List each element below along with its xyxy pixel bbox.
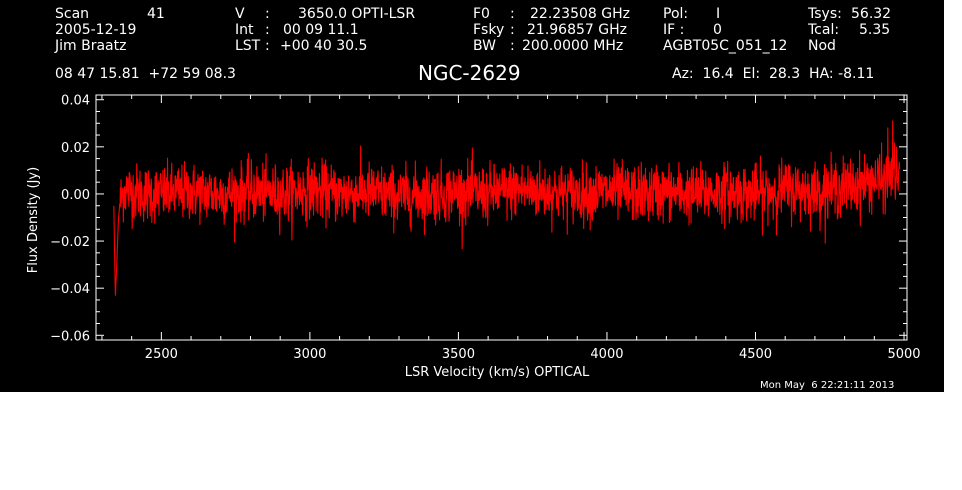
x-tick-label: 4500 <box>739 347 772 362</box>
spectrum-chart: Flux Density (Jy) LSR Velocity (km/s) OP… <box>26 94 921 380</box>
observer-name: Jim Braatz <box>55 38 127 54</box>
scan-value: 41 <box>147 6 165 22</box>
x-tick-label: 4000 <box>590 347 623 362</box>
y-tick-label: −0.06 <box>50 329 90 344</box>
tsys-label: Tsys: <box>808 6 842 22</box>
colon-separator: : <box>510 38 515 54</box>
int-value: 00 09 11.1 <box>283 22 359 38</box>
velocity-value: 3650.0 OPTI-LSR <box>298 6 416 22</box>
colon-separator: : <box>265 38 270 54</box>
y-tick-label: 0.02 <box>61 141 90 156</box>
project-id: AGBT05C_051_12 <box>663 38 788 54</box>
pointing-info: Az: 16.4 El: 28.3 HA: -8.11 <box>672 66 875 82</box>
source-coordinates: 08 47 15.81 +72 59 08.3 <box>55 66 236 82</box>
bw-value: 200.0000 MHz <box>522 38 624 54</box>
f0-label: F0 <box>473 6 490 22</box>
x-axis-label: LSR Velocity (km/s) OPTICAL <box>405 365 590 380</box>
tcal-value: 5.35 <box>859 22 891 38</box>
y-tick-label: −0.02 <box>50 235 90 250</box>
y-tick-label: 0.00 <box>61 188 90 203</box>
colon-separator: : <box>265 22 270 38</box>
x-tick-label: 3500 <box>442 347 475 362</box>
scan-label: Scan <box>55 6 90 22</box>
x-tick-label: 3000 <box>293 347 326 362</box>
lst-label: LST <box>235 38 261 54</box>
colon-separator: : <box>510 6 515 22</box>
spectrum-line <box>113 120 901 296</box>
x-tick-label: 2500 <box>145 347 178 362</box>
pol-label: Pol: <box>663 6 689 22</box>
colon-separator: : <box>265 6 270 22</box>
if-value: 0 <box>713 22 722 38</box>
obs-date: 2005-12-19 <box>55 22 137 38</box>
if-label: IF : <box>663 22 685 38</box>
fsky-label: Fsky <box>473 22 505 38</box>
obs-mode: Nod <box>808 38 836 54</box>
y-axis-label: Flux Density (Jy) <box>26 167 41 273</box>
timestamp: Mon May 6 22:21:11 2013 <box>760 380 895 391</box>
y-tick-label: −0.04 <box>50 282 90 297</box>
source-name: NGC-2629 <box>418 61 521 85</box>
int-label: Int <box>235 22 254 38</box>
lst-value: +00 40 30.5 <box>280 38 368 54</box>
velocity-label: V <box>235 6 245 22</box>
plot-frame <box>95 94 908 341</box>
tsys-value: 56.32 <box>851 6 892 22</box>
colon-separator: : <box>510 22 515 38</box>
plot-canvas: Scan 41 2005-12-19 Jim Braatz V : 3650.0… <box>0 0 944 392</box>
x-tick-label: 5000 <box>887 347 920 362</box>
bw-label: BW <box>473 38 496 54</box>
y-tick-label: 0.04 <box>61 94 90 109</box>
f0-value: 22.23508 GHz <box>530 6 630 22</box>
tcal-label: Tcal: <box>808 22 840 38</box>
pol-value: I <box>716 6 721 22</box>
fsky-value: 21.96857 GHz <box>527 22 627 38</box>
